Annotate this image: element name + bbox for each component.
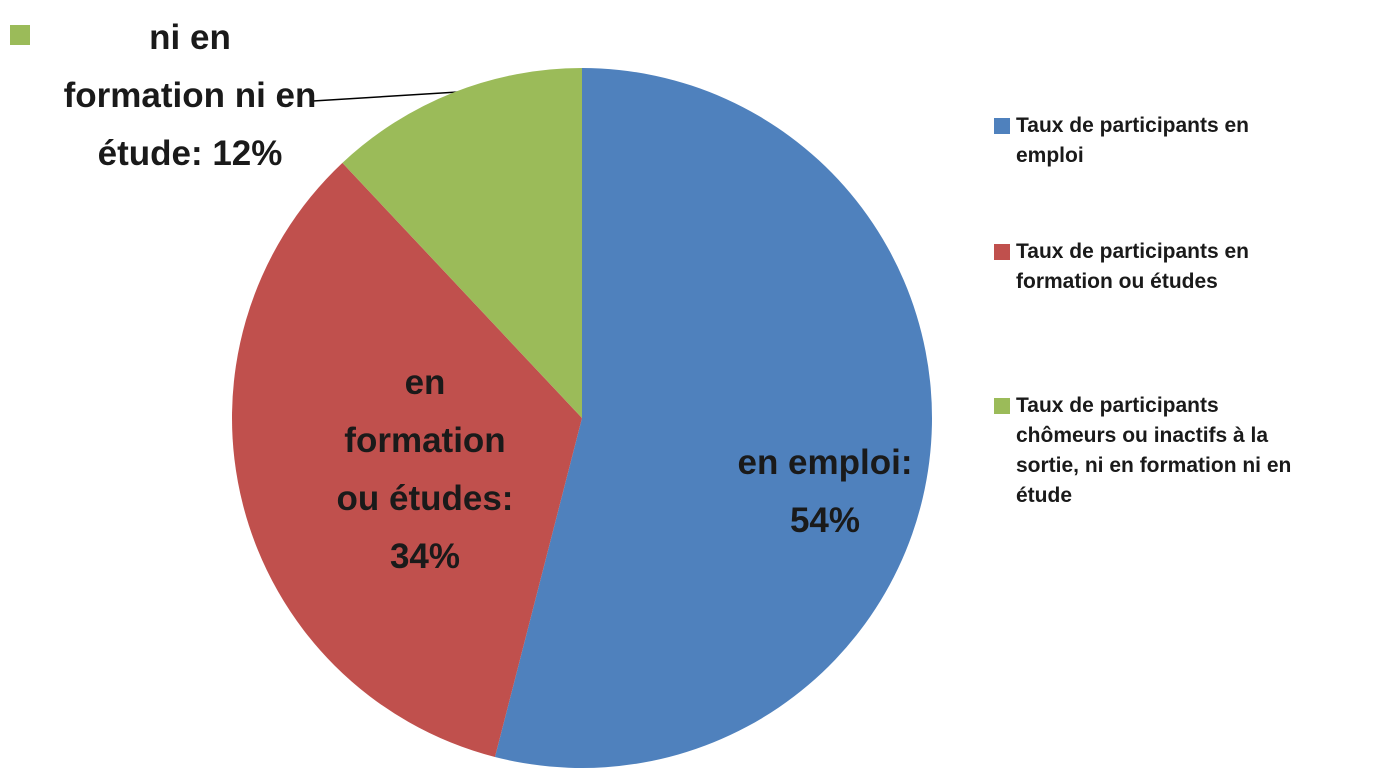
- data-label: en formation ou études: 34%: [337, 363, 514, 576]
- data-label: en emploi: 54%: [737, 443, 912, 540]
- data-label: ni en formation ni en étude: 12%: [64, 18, 317, 173]
- legend-label: Taux de participants chômeurs ou inactifs…: [1016, 394, 1291, 507]
- pie-slice: [231, 162, 583, 758]
- legend-swatch: [994, 398, 1010, 414]
- legend-label: Taux de participants en formation ou étud…: [1016, 240, 1249, 293]
- pie-slice: [494, 68, 933, 768]
- label-swatch: [10, 25, 30, 45]
- legend-swatch: [994, 244, 1010, 260]
- legend-label: Taux de participants en emploi: [1016, 114, 1249, 167]
- legend-swatch: [994, 118, 1010, 134]
- leader-line: [312, 91, 459, 102]
- pie-slice: [342, 68, 582, 418]
